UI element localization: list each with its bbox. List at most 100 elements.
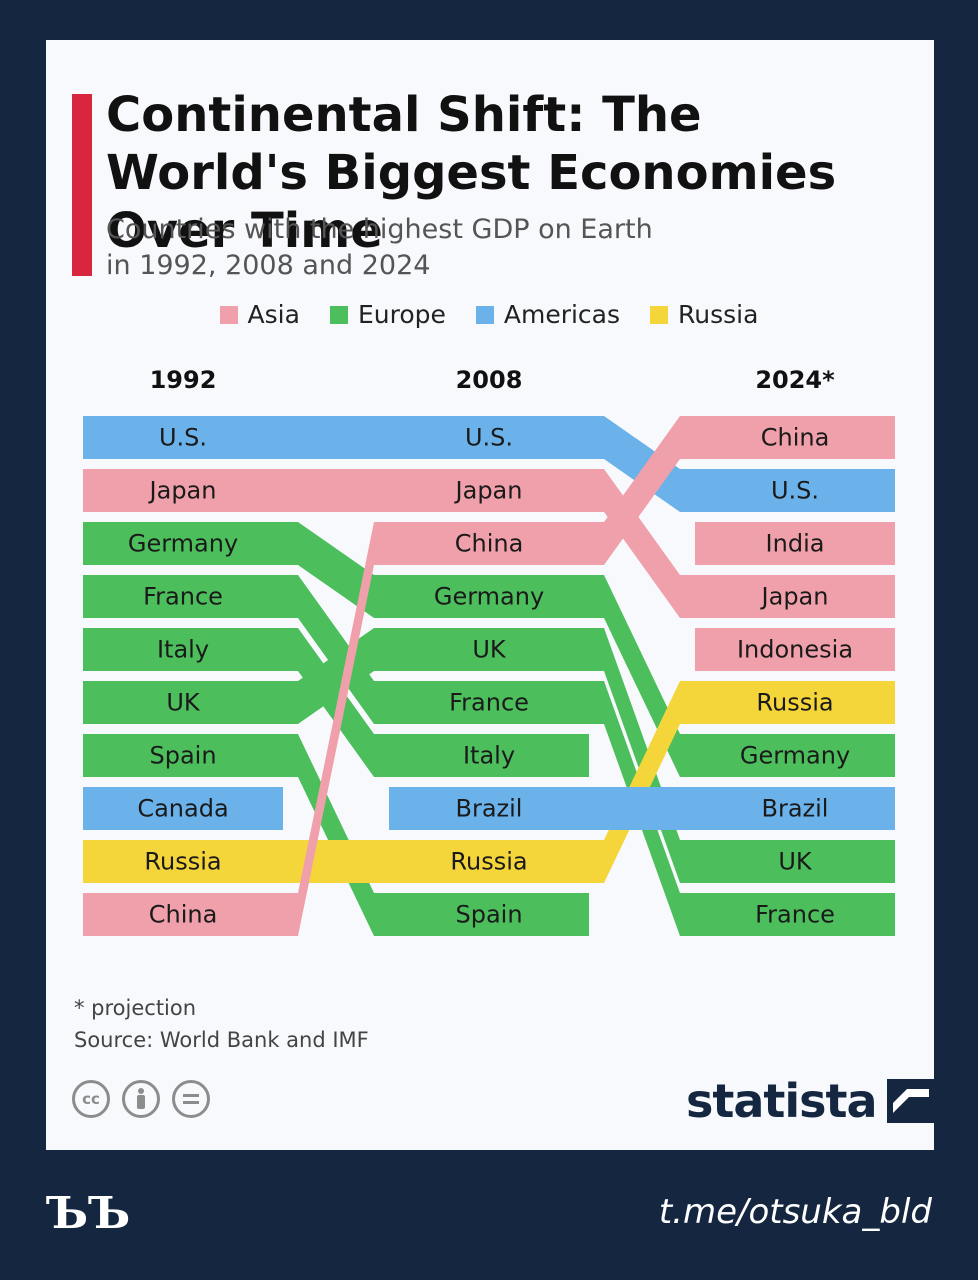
footnote: * projection (74, 996, 197, 1020)
bar-label-italy-1: Italy (463, 742, 515, 770)
legend-item-europe: Europe (329, 300, 446, 329)
bar-japan-2 (695, 575, 895, 618)
bar-label-canada-0: Canada (137, 795, 228, 823)
chart-subtitle: Countries with the highest GDP on Earth … (106, 212, 806, 284)
bar-canada-0 (83, 787, 283, 830)
bar-label-japan-1: Japan (454, 477, 523, 505)
connector-japan-0 (283, 469, 389, 512)
bar-italy-0 (83, 628, 283, 671)
bar-label-france-2: France (755, 901, 835, 929)
bar-brazil-2 (695, 787, 895, 830)
connector-russia-1 (589, 681, 695, 883)
bar-u-s-0 (83, 416, 283, 459)
bar-label-uk-1: UK (472, 636, 507, 664)
bar-label-u-s-0: U.S. (159, 424, 207, 452)
bar-label-japan-2: Japan (760, 583, 829, 611)
bar-label-spain-0: Spain (149, 742, 216, 770)
bar-china-0 (83, 893, 283, 936)
bar-label-india-2: India (766, 530, 825, 558)
bar-label-spain-1: Spain (455, 901, 522, 929)
bar-label-u-s-2: U.S. (771, 477, 819, 505)
year-label-2008: 2008 (455, 366, 523, 394)
bar-label-japan-0: Japan (148, 477, 217, 505)
bar-brazil-1 (389, 787, 589, 830)
bar-label-brazil-2: Brazil (762, 795, 829, 823)
bar-label-indonesia-2: Indonesia (737, 636, 853, 664)
bar-label-uk-2: UK (778, 848, 813, 876)
bar-label-china-2: China (761, 424, 830, 452)
bar-india-2 (695, 522, 895, 565)
connector-france-0 (283, 575, 389, 724)
bar-label-china-1: China (455, 530, 524, 558)
bar-france-0 (83, 575, 283, 618)
bar-label-u-s-1: U.S. (465, 424, 513, 452)
connector-brazil-1 (589, 787, 695, 830)
legend: Asia Europe Americas Russia (0, 300, 978, 329)
bar-u-s-2 (695, 469, 895, 512)
bar-group: U.S. U.S. U.S. Japan Japan Japan Germany German… (83, 416, 895, 936)
connector-spain-0 (283, 734, 389, 936)
bar-label-france-0: France (143, 583, 223, 611)
connector-china-0 (283, 522, 389, 936)
bar-russia-0 (83, 840, 283, 883)
legend-swatch-asia (219, 305, 238, 324)
bar-japan-0 (83, 469, 283, 512)
bar-u-s-1 (389, 416, 589, 459)
subtitle-line-2: in 1992, 2008 and 2024 (106, 250, 431, 281)
bar-france-2 (695, 893, 895, 936)
cc-icon: cc (72, 1080, 110, 1118)
license-icons: cc (72, 1080, 210, 1118)
attribution-icon (122, 1080, 160, 1118)
brand-name: statista (686, 1074, 878, 1128)
bar-label-russia-2: Russia (756, 689, 833, 717)
bar-germany-0 (83, 522, 283, 565)
bar-russia-1 (389, 840, 589, 883)
year-label-2024: 2024* (755, 366, 835, 394)
channel-link[interactable]: t.me/otsuka_bld (658, 1192, 932, 1232)
legend-label-americas: Americas (503, 300, 621, 329)
legend-swatch-russia (650, 305, 669, 324)
bar-uk-1 (389, 628, 589, 671)
bar-russia-2 (695, 681, 895, 724)
bar-france-1 (389, 681, 589, 724)
statista-logo: statista (686, 1074, 935, 1128)
legend-label-europe: Europe (357, 300, 446, 329)
bar-label-germany-2: Germany (740, 742, 850, 770)
legend-label-asia: Asia (247, 300, 300, 329)
bar-china-2 (695, 416, 895, 459)
bar-germany-1 (389, 575, 589, 618)
bar-label-russia-1: Russia (450, 848, 527, 876)
source-note: Source: World Bank and IMF (74, 1028, 369, 1052)
connector-italy-0 (283, 628, 389, 777)
no-derivatives-icon (172, 1080, 210, 1118)
connector-china-1 (589, 416, 695, 565)
bar-germany-2 (695, 734, 895, 777)
bar-spain-0 (83, 734, 283, 777)
bar-label-germany-1: Germany (434, 583, 544, 611)
bar-uk-0 (83, 681, 283, 724)
bar-label-italy-0: Italy (157, 636, 209, 664)
legend-swatch-europe (329, 305, 348, 324)
legend-item-russia: Russia (650, 300, 758, 329)
chart-title: Continental Shift: The World's Biggest E… (106, 87, 837, 259)
connector-russia-0 (283, 840, 389, 883)
subtitle-line-1: Countries with the highest GDP on Earth (106, 214, 653, 245)
title-accent-bar (72, 94, 92, 276)
statista-mark-icon (886, 1079, 935, 1123)
legend-label-russia: Russia (678, 300, 759, 329)
bar-japan-1 (389, 469, 589, 512)
bar-label-uk-0: UK (166, 689, 201, 717)
connector-uk-0 (283, 628, 389, 724)
bar-label-germany-0: Germany (128, 530, 238, 558)
year-label-1992: 1992 (149, 366, 217, 394)
connector-u-s-1 (589, 416, 695, 512)
bar-italy-1 (389, 734, 589, 777)
channel-mark: ЪЪ (46, 1188, 131, 1239)
bar-label-france-1: France (449, 689, 529, 717)
legend-item-americas: Americas (475, 300, 621, 329)
bar-spain-1 (389, 893, 589, 936)
bar-indonesia-2 (695, 628, 895, 671)
legend-item-asia: Asia (219, 300, 300, 329)
connector-group (283, 416, 695, 936)
